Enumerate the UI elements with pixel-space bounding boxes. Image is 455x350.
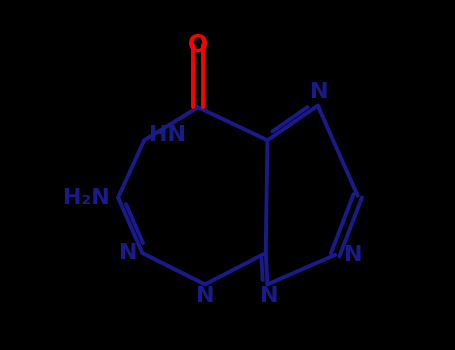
Text: N: N bbox=[260, 286, 278, 306]
Text: N: N bbox=[310, 82, 329, 102]
Text: N: N bbox=[196, 286, 214, 306]
Text: O: O bbox=[188, 33, 208, 57]
Text: H₂N: H₂N bbox=[63, 188, 110, 208]
Text: N: N bbox=[344, 245, 362, 265]
Text: HN: HN bbox=[149, 125, 187, 145]
Text: N: N bbox=[119, 243, 137, 263]
